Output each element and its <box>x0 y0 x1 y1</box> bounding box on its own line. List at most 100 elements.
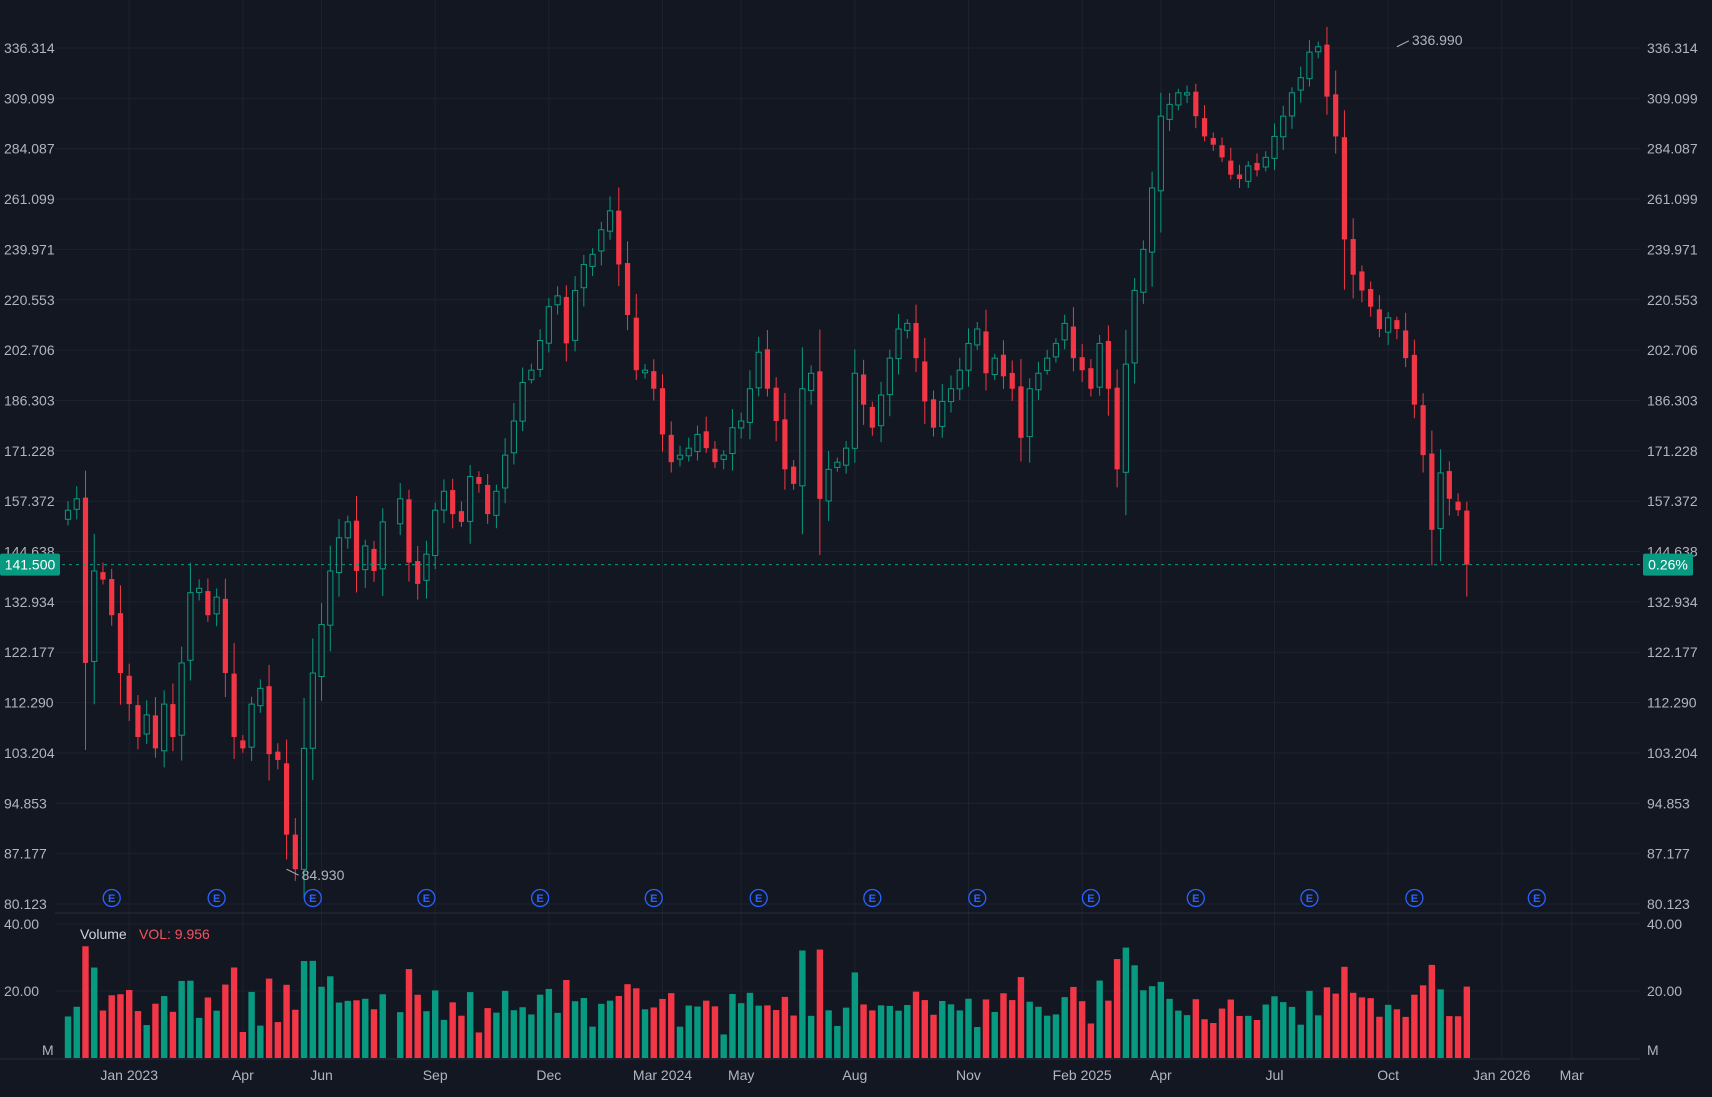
last-price-badge-right[interactable]: 0.26% <box>1643 553 1693 576</box>
volume-bar <box>1157 981 1165 1058</box>
candle-body <box>1446 471 1452 499</box>
earnings-event-icon[interactable]: E <box>644 888 663 908</box>
candle-body <box>869 406 875 428</box>
candle-body <box>1183 92 1191 96</box>
volume-bar <box>1341 966 1348 1058</box>
volume-bar <box>274 1022 282 1058</box>
earnings-event-icon[interactable]: E <box>1081 888 1101 908</box>
candle-body <box>318 623 325 677</box>
candle-body <box>187 592 194 661</box>
volume-bar <box>1271 996 1278 1058</box>
last-price-badge-left[interactable]: 141.500 <box>0 553 60 576</box>
earnings-event-icon[interactable]: E <box>1300 888 1319 908</box>
volume-bar <box>1043 1015 1051 1058</box>
price-tick-label-left: 309.099 <box>4 90 55 106</box>
volume-bar <box>449 1002 456 1058</box>
volume-bar <box>737 1003 745 1058</box>
volume-bar <box>799 950 806 1058</box>
volume-bar <box>921 1000 928 1058</box>
time-tick-label: May <box>728 1067 754 1083</box>
volume-bar <box>1262 1004 1269 1058</box>
price-tick-label-right: 171.228 <box>1647 443 1698 459</box>
time-tick-label: Jun <box>310 1067 333 1083</box>
earnings-event-label: E <box>108 893 115 905</box>
earnings-event-icon[interactable]: E <box>1186 888 1205 908</box>
volume-bar <box>563 980 570 1058</box>
candle-body <box>633 317 639 371</box>
volume-bar <box>134 1011 142 1058</box>
time-tick-label: Feb 2025 <box>1053 1067 1112 1083</box>
time-tick-label: Aug <box>842 1067 867 1083</box>
volume-bar <box>1183 1015 1191 1058</box>
volume-bar <box>1253 1020 1261 1058</box>
candle-body <box>117 613 124 673</box>
volume-bar <box>309 960 316 1058</box>
volume-bar <box>947 1004 955 1058</box>
candle-body <box>161 703 168 752</box>
price-tick-label-left: 80.123 <box>4 896 47 912</box>
earnings-event-icon[interactable]: E <box>863 888 882 908</box>
volume-tick-label-right: 20.00 <box>1647 983 1682 999</box>
candle-body <box>309 672 316 749</box>
candle-body <box>1437 472 1444 530</box>
earnings-event-icon[interactable]: E <box>417 888 436 908</box>
volume-bar <box>1113 959 1121 1058</box>
earnings-event-icon[interactable]: E <box>530 888 550 908</box>
last-price-label: 141.500 <box>5 557 56 573</box>
candle-body <box>537 339 544 370</box>
volume-bar <box>1454 1016 1462 1058</box>
volume-bar <box>344 1000 351 1058</box>
candle-body <box>545 306 552 344</box>
earnings-event-label: E <box>536 893 543 905</box>
earnings-event-icon[interactable]: E <box>102 888 121 908</box>
candle-body <box>703 431 709 449</box>
candle-body <box>1070 326 1077 359</box>
earnings-event-icon[interactable]: E <box>749 888 768 908</box>
price-tick-label-left: 87.177 <box>4 846 47 862</box>
volume-bar <box>589 1026 596 1058</box>
volume-bar <box>624 984 631 1058</box>
earnings-event-icon[interactable]: E <box>207 888 226 908</box>
candle-body <box>1131 290 1138 364</box>
candle-body <box>913 322 919 359</box>
candle-body <box>510 420 517 454</box>
candle-body <box>1350 239 1356 275</box>
volume-bar <box>1384 1004 1392 1058</box>
price-tick-label-left: 94.853 <box>4 795 47 811</box>
volume-bar <box>571 1001 579 1058</box>
volume-bar <box>423 1011 430 1058</box>
candle-body <box>974 328 981 346</box>
candle-body <box>450 490 456 515</box>
volume-bar <box>554 1012 561 1058</box>
candle-body <box>651 371 657 389</box>
earnings-event-icon[interactable]: E <box>1405 888 1424 908</box>
earnings-event-icon[interactable]: E <box>968 888 987 908</box>
candle-body <box>571 290 579 341</box>
candle-body <box>1228 160 1234 175</box>
candle-body <box>100 572 106 580</box>
candle-body <box>353 520 360 571</box>
volume-bar <box>633 988 640 1058</box>
candle-body <box>231 673 237 737</box>
candle-body <box>1411 354 1417 405</box>
earnings-event-icon[interactable]: E <box>1527 888 1546 908</box>
volume-bar <box>606 1000 614 1058</box>
volume-bar <box>370 1009 378 1058</box>
volume-bar <box>510 1010 518 1058</box>
volume-bar <box>807 1015 815 1058</box>
price-tick-label-right: 94.853 <box>1647 795 1690 811</box>
volume-bar <box>414 994 421 1058</box>
volume-bar <box>1000 993 1007 1058</box>
candle-body <box>1052 342 1060 358</box>
price-tick-label-right: 80.123 <box>1647 896 1690 912</box>
earnings-event-icon[interactable]: E <box>303 888 322 908</box>
candle-body <box>877 394 885 427</box>
price-tick-label-left: 103.204 <box>4 745 55 761</box>
price-tick-label-right: 284.087 <box>1647 141 1698 157</box>
candle-body <box>1394 320 1400 330</box>
volume-bar <box>650 1007 657 1058</box>
candle-body <box>1420 405 1426 456</box>
volume-bar <box>982 999 990 1058</box>
